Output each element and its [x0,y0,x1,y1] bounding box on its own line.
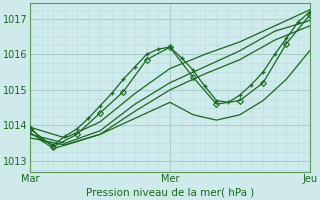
X-axis label: Pression niveau de la mer( hPa ): Pression niveau de la mer( hPa ) [86,187,254,197]
